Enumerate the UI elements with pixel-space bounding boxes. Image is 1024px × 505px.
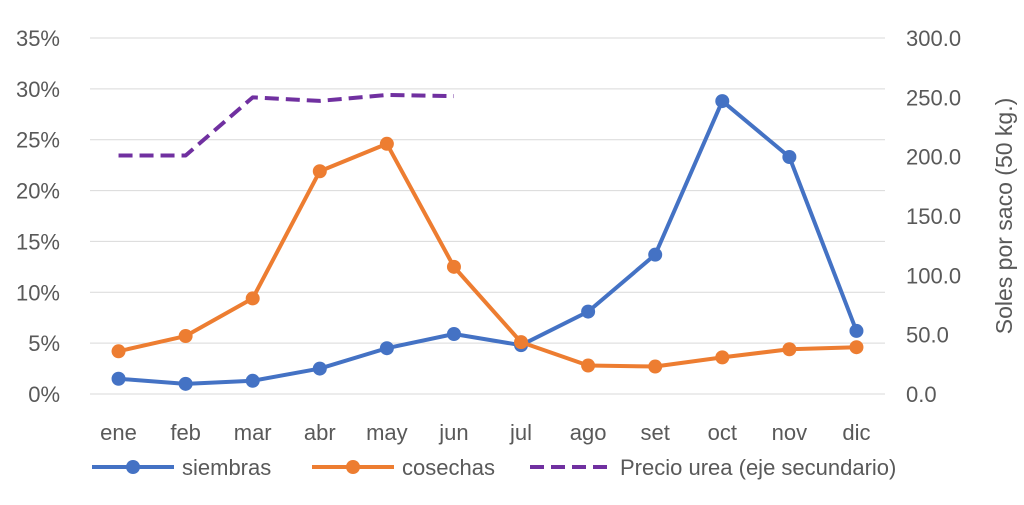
left-tick-label: 35% bbox=[16, 26, 60, 51]
data-point bbox=[379, 136, 394, 151]
data-point bbox=[312, 361, 327, 376]
data-point bbox=[581, 358, 596, 373]
right-tick-label: 50.0 bbox=[906, 323, 949, 348]
data-point bbox=[111, 371, 126, 386]
left-tick-label: 10% bbox=[16, 280, 60, 305]
series bbox=[111, 92, 864, 391]
right-tick-label: 0.0 bbox=[906, 382, 937, 407]
x-tick-label: ene bbox=[100, 420, 137, 445]
data-point bbox=[178, 329, 193, 344]
legend-label: Precio urea (eje secundario) bbox=[620, 455, 896, 480]
data-point bbox=[715, 350, 730, 365]
x-tick-label: ago bbox=[570, 420, 607, 445]
x-tick-label: abr bbox=[304, 420, 336, 445]
x-tick-label: oct bbox=[708, 420, 737, 445]
left-tick-label: 5% bbox=[28, 331, 60, 356]
data-point bbox=[648, 359, 663, 374]
data-point bbox=[849, 340, 864, 355]
data-point bbox=[715, 94, 730, 109]
x-tick-label: jun bbox=[438, 420, 468, 445]
data-point bbox=[648, 247, 663, 262]
legend-label: cosechas bbox=[402, 455, 495, 480]
data-point bbox=[581, 304, 596, 319]
data-point bbox=[111, 344, 126, 359]
left-tick-label: 25% bbox=[16, 128, 60, 153]
right-tick-label: 250.0 bbox=[906, 85, 961, 110]
x-tick-label: feb bbox=[170, 420, 201, 445]
left-tick-label: 15% bbox=[16, 229, 60, 254]
legend-marker bbox=[126, 460, 140, 474]
legend-marker bbox=[346, 460, 360, 474]
x-tick-label: jul bbox=[509, 420, 532, 445]
data-point bbox=[446, 259, 461, 274]
left-tick-label: 20% bbox=[16, 179, 60, 204]
series-line-siembras bbox=[118, 99, 859, 386]
left-tick-label: 0% bbox=[28, 382, 60, 407]
series-line-precio bbox=[118, 92, 454, 158]
data-point bbox=[849, 323, 864, 338]
data-point bbox=[245, 373, 260, 388]
right-tick-label: 150.0 bbox=[906, 204, 961, 229]
x-axis-ticks: ene feb mar abr may jun jul ago set oct nov dic bbox=[100, 420, 870, 445]
x-tick-label: dic bbox=[842, 420, 870, 445]
x-tick-label: mar bbox=[234, 420, 272, 445]
data-point bbox=[782, 150, 797, 165]
data-point bbox=[514, 335, 529, 350]
right-axis-label: Soles por saco (50 kg.) bbox=[991, 98, 1017, 335]
x-tick-label: set bbox=[641, 420, 670, 445]
right-axis-ticks: 0.0 50.0 100.0 150.0 200.0 250.0 300.0 bbox=[906, 26, 961, 407]
data-point bbox=[312, 164, 327, 179]
data-point bbox=[379, 341, 394, 356]
x-tick-label: nov bbox=[772, 420, 807, 445]
right-tick-label: 100.0 bbox=[906, 263, 961, 288]
x-tick-label: may bbox=[366, 420, 408, 445]
gridlines bbox=[90, 37, 885, 395]
data-point bbox=[446, 326, 461, 341]
data-point bbox=[178, 376, 193, 391]
legend-label: siembras bbox=[182, 455, 271, 480]
left-tick-label: 30% bbox=[16, 77, 60, 102]
data-point bbox=[782, 342, 797, 357]
data-point bbox=[245, 291, 260, 306]
series-line-cosechas bbox=[118, 141, 857, 369]
right-tick-label: 200.0 bbox=[906, 145, 961, 170]
left-axis-ticks: 0% 5% 10% 15% 20% 25% 30% 35% bbox=[16, 26, 60, 407]
right-tick-label: 300.0 bbox=[906, 26, 961, 51]
legend: siembras cosechas Precio urea (eje secunda… bbox=[92, 455, 896, 480]
